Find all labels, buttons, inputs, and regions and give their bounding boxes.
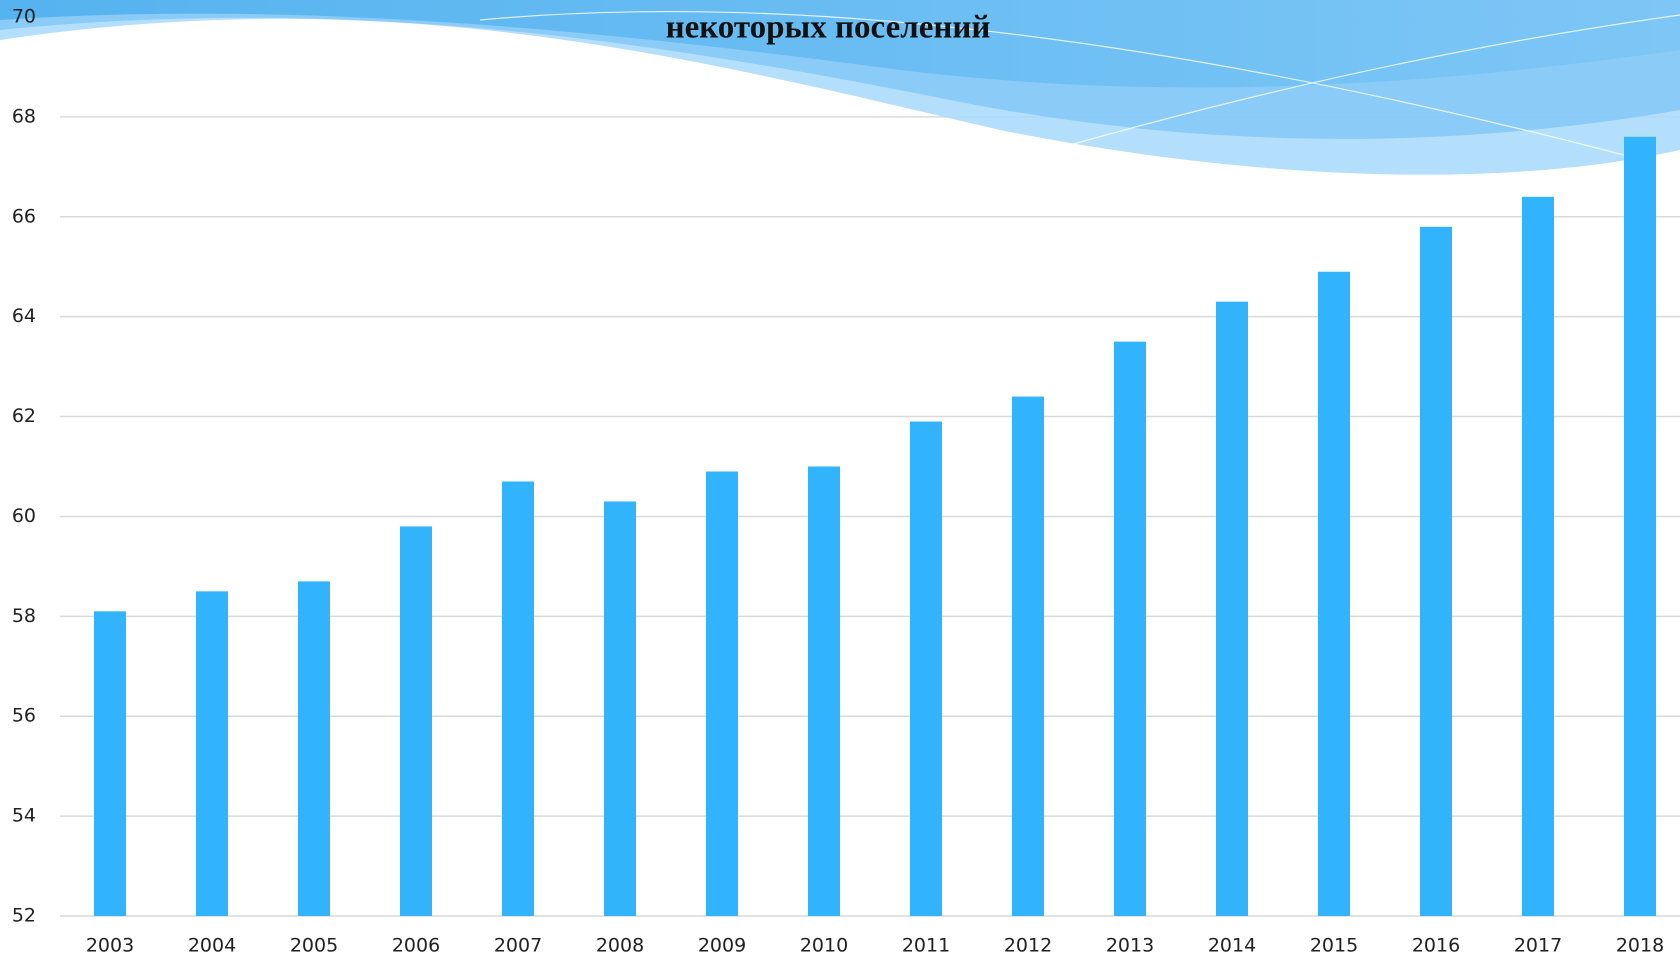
x-tick-label: 2017 <box>1514 935 1562 957</box>
x-tick-label: 2005 <box>290 935 338 957</box>
x-tick-label: 2013 <box>1106 935 1154 957</box>
bar <box>298 581 330 916</box>
y-tick-label: 52 <box>12 905 36 927</box>
decoration <box>0 0 1680 175</box>
x-tick-label: 2003 <box>86 935 134 957</box>
bar <box>1114 341 1146 916</box>
y-tick-label: 56 <box>12 705 36 727</box>
y-tick-label: 66 <box>12 205 36 227</box>
bar <box>1318 271 1350 916</box>
y-tick-label: 70 <box>12 6 36 28</box>
x-tick-label: 2007 <box>494 935 542 957</box>
bar <box>196 591 228 916</box>
y-tick-label: 62 <box>12 405 36 427</box>
bar <box>604 501 636 916</box>
x-tick-label: 2011 <box>902 935 950 957</box>
bar <box>1420 226 1452 916</box>
bar <box>1012 396 1044 917</box>
x-tick-label: 2010 <box>800 935 848 957</box>
bar <box>502 481 534 916</box>
y-tick-label: 64 <box>12 305 36 327</box>
bar <box>1522 196 1554 917</box>
chart-title: некоторых поселений <box>666 10 991 46</box>
y-tick-label: 54 <box>12 805 36 827</box>
bar <box>706 471 738 916</box>
x-tick-label: 2008 <box>596 935 644 957</box>
x-tick-label: 2018 <box>1616 935 1664 957</box>
bar <box>1216 301 1248 916</box>
y-tick-label: 68 <box>12 105 36 127</box>
x-tick-label: 2016 <box>1412 935 1460 957</box>
x-tick-label: 2014 <box>1208 935 1256 957</box>
bar <box>94 611 126 916</box>
x-tick-label: 2012 <box>1004 935 1052 957</box>
bar <box>910 421 942 916</box>
y-tick-label: 60 <box>12 505 36 527</box>
y-tick-label: 58 <box>12 605 36 627</box>
x-tick-label: 2004 <box>188 935 236 957</box>
x-tick-label: 2006 <box>392 935 440 957</box>
x-tick-label: 2009 <box>698 935 746 957</box>
bar <box>400 526 432 916</box>
bar <box>1624 136 1656 916</box>
bar <box>808 466 840 916</box>
x-tick-label: 2015 <box>1310 935 1358 957</box>
